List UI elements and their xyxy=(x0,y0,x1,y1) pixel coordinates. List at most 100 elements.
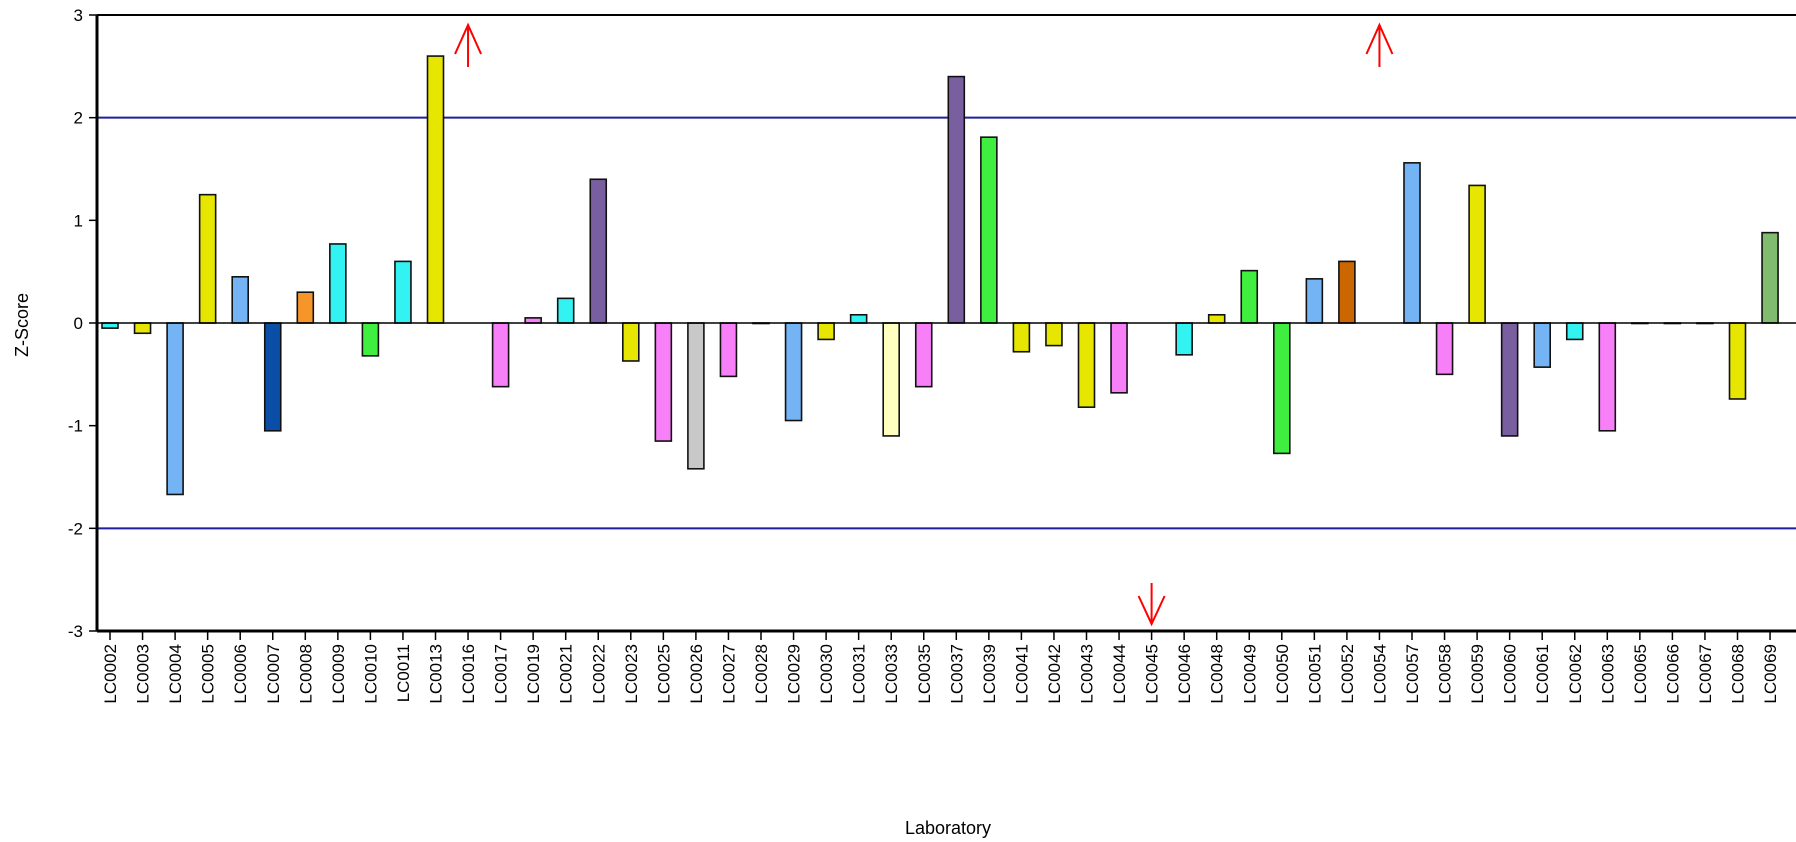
bar-lc0004 xyxy=(166,322,184,496)
y-tick-label: -1 xyxy=(68,417,83,436)
x-tick-label: LC0028 xyxy=(752,644,771,704)
y-axis-title: Z-Score xyxy=(12,293,32,357)
bar-lc0035 xyxy=(914,322,933,388)
bar-lc0007 xyxy=(263,322,282,432)
bar-lc0005 xyxy=(198,193,217,324)
bar-lc0061 xyxy=(1533,322,1551,368)
x-tick-label: LC0010 xyxy=(361,644,380,704)
bar-lc0043 xyxy=(1077,322,1096,408)
bar-lc0011 xyxy=(394,260,412,324)
x-tick-label: LC0051 xyxy=(1305,644,1324,704)
y-tick-label: -2 xyxy=(68,519,83,538)
bar-lc0025 xyxy=(654,322,673,442)
x-tick-label: LC0011 xyxy=(394,644,413,702)
x-tick-label: LC0029 xyxy=(785,644,804,704)
bar-lc0019 xyxy=(524,317,542,324)
bar-lc0037 xyxy=(947,75,966,324)
x-tick-label: LC0065 xyxy=(1631,644,1650,704)
x-axis-title: Laboratory xyxy=(905,818,991,838)
x-tick-label: LC0030 xyxy=(817,644,836,704)
x-tick-label: LC0033 xyxy=(882,644,901,704)
x-tick-label: LC0003 xyxy=(134,644,153,704)
x-tick-label: LC0041 xyxy=(1012,644,1031,704)
bar-lc0021 xyxy=(556,297,575,324)
bar-lc0057 xyxy=(1403,162,1421,324)
x-tick-label: LC0063 xyxy=(1598,644,1617,704)
bar-lc0031 xyxy=(849,313,868,324)
bar-lc0060 xyxy=(1500,322,1519,437)
bar-lc0042 xyxy=(1045,322,1063,347)
bar-lc0039 xyxy=(980,136,998,324)
x-tick-label: LC0061 xyxy=(1533,644,1552,704)
bar-lc0069 xyxy=(1761,231,1779,324)
arrow-down-lc0045 xyxy=(1137,583,1166,627)
x-tick-label: LC0043 xyxy=(1078,644,1097,704)
x-tick-label: LC0046 xyxy=(1175,644,1194,704)
arrow-up-lc0054 xyxy=(1365,22,1394,67)
x-tick-label: LC0052 xyxy=(1338,644,1357,704)
x-tick-label: LC0048 xyxy=(1208,644,1227,704)
x-tick-label: LC0005 xyxy=(199,644,218,704)
bar-lc0033 xyxy=(882,322,901,437)
x-tick-label: LC0035 xyxy=(915,644,934,704)
x-tick-label: LC0021 xyxy=(557,644,576,704)
x-tick-label: LC0050 xyxy=(1273,644,1292,704)
x-tick-label: LC0023 xyxy=(622,644,641,704)
y-tick-label: 2 xyxy=(74,109,83,128)
bar-lc0017 xyxy=(491,322,510,388)
x-tick-label: LC0004 xyxy=(166,644,185,704)
reference-lines xyxy=(97,116,1796,530)
out-of-range-markers xyxy=(454,22,1394,627)
x-tick-label: LC0016 xyxy=(459,644,478,704)
bar-lc0029 xyxy=(784,322,803,422)
bar-lc0048 xyxy=(1207,313,1226,324)
x-tick-label: LC0008 xyxy=(296,644,315,704)
y-tick-label: 3 xyxy=(74,6,83,25)
x-tick-label: LC0054 xyxy=(1370,644,1389,704)
arrow-up-lc0016 xyxy=(454,22,482,67)
x-tick-label: LC0044 xyxy=(1110,644,1129,704)
bar-lc0062 xyxy=(1565,322,1584,341)
x-tick-label: LC0026 xyxy=(687,644,706,704)
bar-lc0044 xyxy=(1110,322,1128,394)
x-tick-label: LC0017 xyxy=(492,644,511,704)
x-tick-label: LC0037 xyxy=(947,644,966,704)
bar-lc0023 xyxy=(621,322,640,362)
bar-lc0002 xyxy=(101,322,119,329)
bar-lc0051 xyxy=(1305,278,1324,324)
x-tick-label: LC0009 xyxy=(329,644,348,704)
bar-lc0010 xyxy=(361,322,380,357)
bar-lc0022 xyxy=(589,178,608,324)
bar-lc0068 xyxy=(1728,322,1747,400)
bar-lc0058 xyxy=(1435,322,1454,376)
bar-lc0008 xyxy=(296,291,315,324)
x-tick-label: LC0042 xyxy=(1045,644,1064,704)
bar-lc0041 xyxy=(1012,322,1031,353)
x-tick-label: LC0039 xyxy=(980,644,999,704)
y-ticks: -3 -2 -1 0 1 2 3 xyxy=(68,6,97,641)
x-tick-label: LC0068 xyxy=(1729,644,1748,704)
x-tick-label: LC0025 xyxy=(654,644,673,704)
x-tick-label: LC0060 xyxy=(1501,644,1520,704)
x-tick-label: LC0002 xyxy=(101,644,120,704)
x-tick-label: LC0066 xyxy=(1663,644,1682,704)
x-tick-label: LC0062 xyxy=(1566,644,1585,704)
x-tick-label: LC0027 xyxy=(719,644,738,704)
bar-lc0013 xyxy=(426,55,445,324)
bar-lc0049 xyxy=(1240,269,1259,324)
x-ticks: LC0002 LC0003 LC0004 LC0005 LC0006 LC0007 LC00… xyxy=(101,631,1780,704)
x-tick-label: LC0019 xyxy=(524,644,543,704)
bar-lc0027 xyxy=(719,322,738,378)
y-tick-label: 0 xyxy=(74,314,83,333)
bar-lc0030 xyxy=(817,322,835,341)
y-tick-label: 1 xyxy=(74,211,83,230)
bar-lc0063 xyxy=(1598,322,1617,432)
bar-lc0026 xyxy=(687,322,705,470)
y-tick-label: -3 xyxy=(68,622,83,641)
x-tick-label: LC0049 xyxy=(1240,644,1259,704)
bar-lc0003 xyxy=(133,322,152,335)
x-tick-label: LC0059 xyxy=(1468,644,1487,704)
x-tick-label: LC0013 xyxy=(427,644,446,704)
x-tick-label: LC0058 xyxy=(1436,644,1455,704)
